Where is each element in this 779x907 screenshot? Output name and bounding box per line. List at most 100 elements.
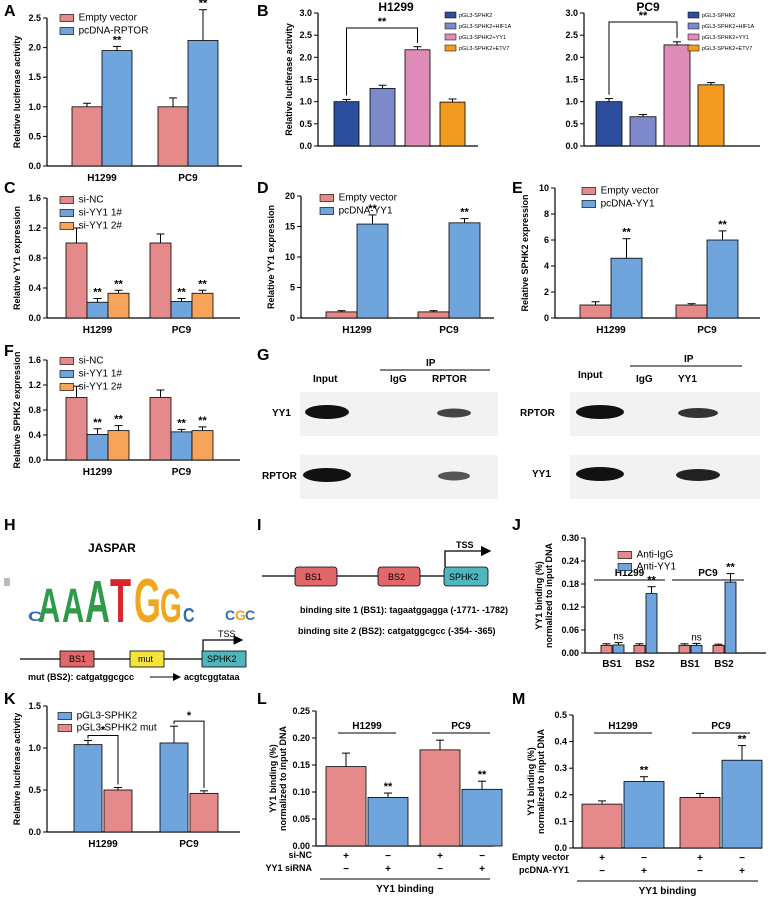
group-label: H1299 [352, 721, 382, 732]
y-tick-label: 0.5 [28, 131, 41, 141]
chart-M: 0.0 0.1 0.2 0.3 0.4 0.5 YY1 binding (%) normali… [512, 710, 763, 897]
x-category-label: PC9 [178, 173, 198, 184]
y-tick-label: 0 [544, 313, 549, 323]
legend-swatch [617, 563, 632, 571]
bar [663, 44, 691, 147]
jaspar-title: JASPAR [88, 541, 136, 555]
significance-label: ** [378, 16, 387, 28]
y-tick-label: 0.8 [28, 253, 41, 263]
treatment-sign: + [385, 864, 391, 875]
bs1-label: BS1 [305, 572, 322, 582]
y-tick-label: 0.8 [28, 405, 41, 415]
panel-label-K: K [4, 691, 16, 708]
logo-letter-c3: C [225, 607, 235, 623]
bar [170, 431, 193, 461]
bar [724, 581, 737, 654]
bar [439, 101, 466, 147]
tss-label: TSS [456, 540, 474, 550]
y-tick-label: 1.0 [28, 102, 41, 112]
significance-label: ** [718, 219, 727, 231]
significance-label: ** [113, 34, 122, 46]
band [576, 405, 624, 419]
legend-swatch [59, 357, 74, 365]
x-axis-label: YY1 binding [639, 886, 697, 897]
significance-label: ** [384, 781, 393, 793]
legend-label: si-YY1 2# [79, 220, 123, 231]
x-axis-label: YY1 binding [376, 884, 434, 895]
chart-C: 0.0 0.4 0.8 1.2 1.6 Relative YY1 expression **… [12, 193, 240, 336]
legend-label: pGL3-SPHK2+ETV7 [702, 46, 752, 52]
mut-label: mut [138, 654, 154, 664]
bar [325, 766, 367, 847]
legend-swatch [581, 200, 596, 208]
y-tick-label: 1.5 [28, 72, 41, 82]
y-tick-label: 0.30 [561, 533, 579, 543]
x-category-label: PC9 [179, 839, 199, 850]
significance-label: ** [368, 203, 377, 215]
bar [690, 644, 703, 654]
y-tick-label: 0.00 [292, 841, 310, 851]
legend-swatch [59, 383, 74, 391]
y-tick-label: 0.0 [554, 843, 567, 853]
legend-label: Anti-YY1 [637, 561, 677, 572]
y-tick-label: 0.12 [561, 602, 579, 612]
y-tick-label: 0.10 [292, 787, 310, 797]
chart-B-pc9: 0.0 0.5 1.0 1.5 2.0 2.5 3.0 PC9** pGL3-SPHK2 pGL3… [565, 0, 760, 151]
wb-right-row-yy1: YY1 [532, 469, 551, 480]
treatment-sign: + [697, 853, 703, 864]
bs2-label: BS2 [388, 572, 405, 582]
treatment-sign: − [479, 851, 485, 862]
legend-swatch [687, 22, 700, 30]
y-tick-label: 20 [285, 191, 295, 201]
significance-label: ** [460, 207, 469, 219]
bar [191, 430, 214, 461]
bar [367, 797, 409, 847]
wb-left-ip-label: IP [426, 358, 436, 369]
chart-F: 0.0 0.4 0.8 1.2 1.6 Relative SPHK2 expression… [12, 351, 240, 478]
bar [579, 304, 612, 319]
wb-right-header-igg: IgG [636, 374, 653, 385]
legend-swatch [59, 196, 74, 204]
legend-label: Empty vector [601, 185, 660, 196]
significance-label: ** [198, 278, 207, 290]
y-tick-label: 2.5 [28, 13, 41, 23]
significance-label: ** [726, 562, 735, 574]
significance-label: ** [93, 287, 102, 299]
legend-swatch [319, 194, 334, 202]
y-tick-label: 1.6 [28, 355, 41, 365]
y-tick-label: 0.5 [554, 710, 567, 720]
treatment-sign: − [697, 866, 703, 877]
y-tick-label: 2 [544, 287, 549, 297]
y-tick-label: 1.0 [28, 743, 41, 753]
y-tick-label: 0.3 [554, 763, 567, 773]
bar [645, 593, 658, 654]
y-tick-label: 4 [544, 261, 549, 271]
bar [629, 116, 657, 147]
bar [679, 797, 721, 849]
panel-label-A: A [4, 3, 16, 20]
wb-right-ip-label: IP [684, 354, 694, 365]
bar [107, 292, 130, 319]
y-tick-label: 0.0 [28, 827, 41, 837]
legend-swatch [57, 724, 72, 732]
logo-letter-a3: A [85, 569, 110, 635]
treatment-sign: + [343, 851, 349, 862]
y-axis-label: Relative luciferase activity [284, 23, 294, 136]
x-category-label: H1299 [88, 839, 118, 850]
legend-label: si-YY1 1# [79, 368, 123, 379]
y-tick-label: 0.20 [292, 733, 310, 743]
bar [191, 292, 214, 319]
bar [404, 49, 431, 147]
bar [65, 242, 88, 319]
chart-K: 0.0 0.5 1.0 1.5 Relative luciferase activity… [12, 701, 240, 850]
logo-axis-mark [4, 578, 10, 586]
sphk2-label: SPHK2 [449, 572, 479, 582]
western-blot-right: Input IP IgG YY1 RPTOR YY1 [520, 354, 760, 499]
bar [417, 311, 450, 319]
treatment-sign: − [641, 853, 647, 864]
wb-left-header-igg: IgG [390, 374, 407, 385]
y-tick-label: 5 [290, 283, 295, 293]
y-axis-label: normalized to input DNA [544, 543, 554, 648]
sphk2-label: SPHK2 [207, 654, 237, 664]
